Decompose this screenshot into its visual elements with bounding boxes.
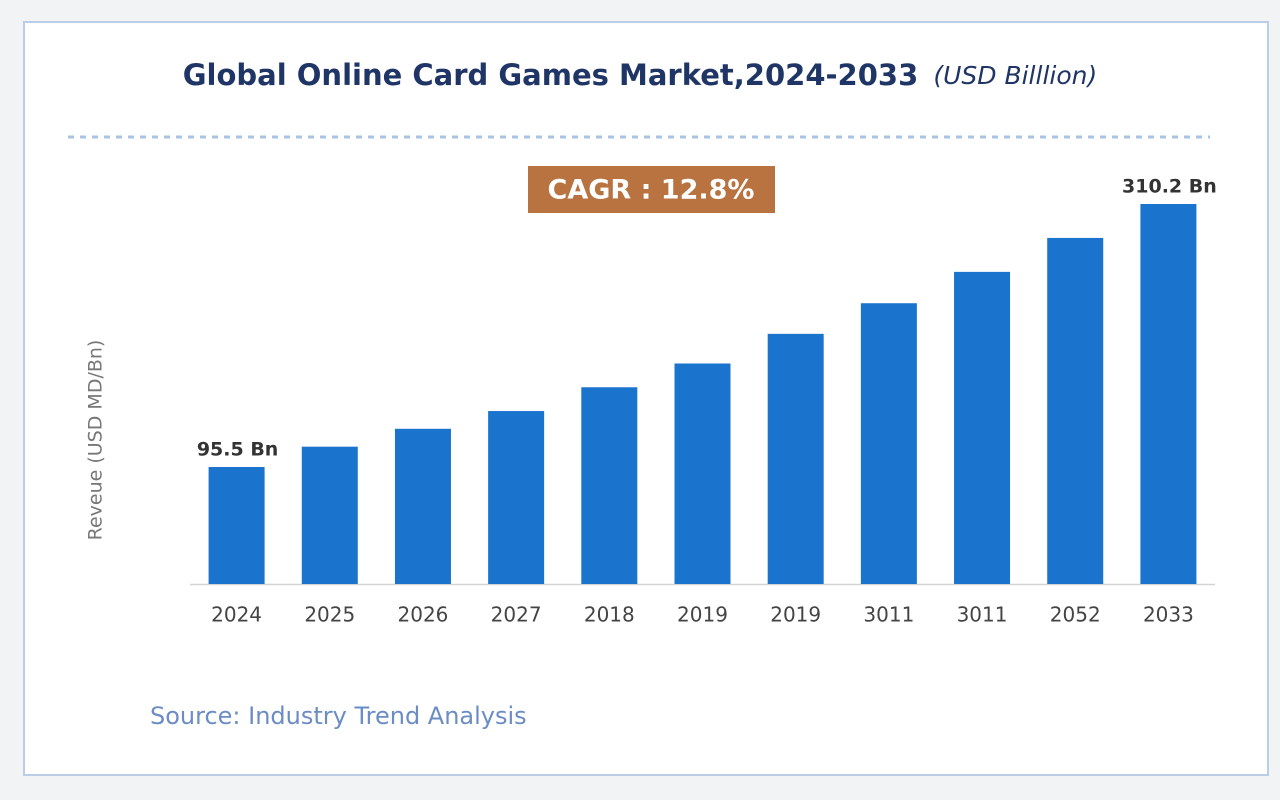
x-tick-label: 2026 — [398, 603, 449, 627]
chart-subtitle: (USD Billlion) — [933, 61, 1097, 90]
x-tick-label: 2024 — [211, 603, 262, 627]
x-tick-label: 2018 — [584, 603, 635, 627]
bar — [301, 446, 358, 584]
bar — [1047, 237, 1104, 584]
bar — [954, 271, 1011, 584]
cagr-label: CAGR : 12.8% — [548, 175, 755, 206]
bar — [581, 387, 638, 584]
x-tick-label: 2052 — [1050, 603, 1101, 627]
bar — [767, 333, 824, 584]
value-label: 310.2 Bn — [1122, 176, 1217, 198]
x-tick-label: 3011 — [957, 603, 1008, 627]
bar — [488, 411, 545, 584]
source: Source: Industry Trend Analysis — [150, 702, 527, 730]
bar — [674, 363, 731, 584]
x-tick-label: 3011 — [863, 603, 914, 627]
y-axis-label: Reveue (USD MD/Bn) — [85, 340, 107, 541]
bar — [394, 428, 451, 584]
bar — [1140, 204, 1197, 584]
x-tick-label: 2019 — [770, 603, 821, 627]
x-tick-label: 2033 — [1143, 603, 1194, 627]
value-label: 95.5 Bn — [197, 439, 279, 461]
chart-title-main: Global Online Card Games Market,2024-203… — [183, 58, 919, 92]
x-tick-label: 2027 — [491, 603, 542, 627]
x-tick-label: 2025 — [304, 603, 355, 627]
chart-title: Global Online Card Games Market,2024-203… — [183, 58, 1098, 92]
bar — [860, 303, 917, 584]
cagr-box — [528, 166, 775, 213]
x-tick-label: 2019 — [677, 603, 728, 627]
bar — [208, 467, 265, 584]
